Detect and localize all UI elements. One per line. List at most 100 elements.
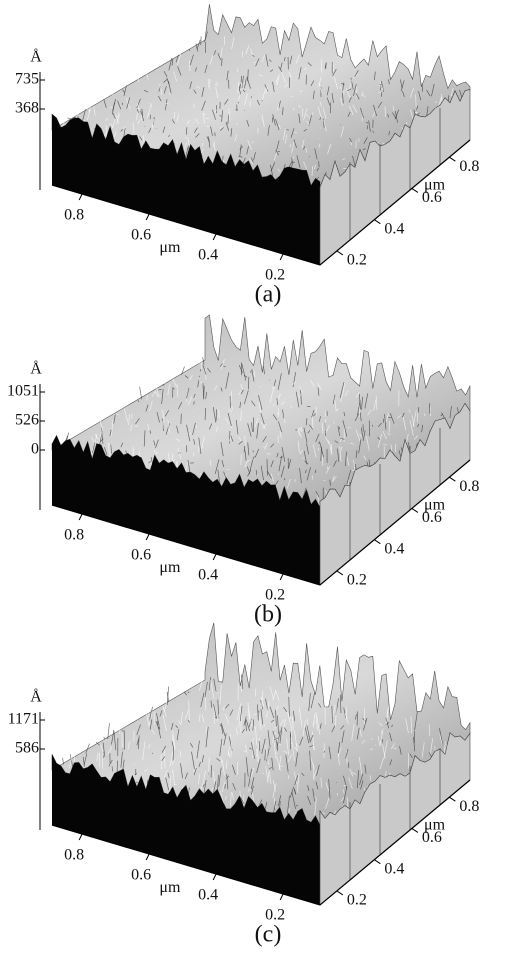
surface-texture (279, 719, 285, 726)
surface-texture (279, 727, 283, 744)
surface-texture (351, 772, 357, 775)
surface-texture (162, 384, 165, 386)
surface-texture (289, 144, 292, 148)
surface-texture (312, 731, 315, 750)
surface-texture (234, 134, 238, 142)
surface-texture (163, 698, 169, 712)
surface-texture (154, 391, 159, 398)
surface-texture (307, 62, 312, 67)
afm-panel: Å 1171 586 0.8 0.6 0.4 0.2 μm 0.2 0.4 0.6 0.8 μm (c) (8, 622, 479, 948)
surface-texture (220, 47, 223, 58)
surface-texture (374, 71, 376, 81)
x-tick (145, 853, 150, 861)
surface-texture (136, 103, 140, 110)
surface-texture (431, 83, 435, 97)
surface-texture (88, 104, 92, 113)
surface-texture (347, 88, 352, 92)
surface-texture (155, 721, 160, 730)
surface-texture (261, 738, 266, 754)
surface-texture (417, 407, 420, 413)
surface-texture (269, 770, 272, 785)
surface-texture (309, 755, 315, 770)
surface-texture (355, 714, 357, 720)
surface-texture (318, 416, 321, 422)
surface-texture (151, 729, 155, 735)
surface-texture (188, 700, 190, 721)
surface-texture (204, 695, 207, 711)
surface-texture (196, 740, 200, 759)
surface-texture (414, 711, 418, 731)
surface-texture (318, 77, 322, 87)
z-tick-label: 526 (15, 412, 39, 429)
surface-texture (262, 436, 267, 443)
surface-texture (379, 757, 385, 770)
surface-texture (331, 92, 334, 103)
surface-texture (96, 752, 99, 762)
surface-texture (205, 726, 209, 748)
surface-texture (337, 754, 340, 766)
surface-texture (303, 450, 308, 465)
surface-texture (100, 427, 104, 444)
surface-texture (253, 713, 258, 716)
surface-texture (337, 425, 341, 437)
surface-texture (392, 105, 395, 111)
surface-texture (210, 126, 213, 136)
surface-texture (238, 440, 243, 445)
surface-texture (163, 71, 168, 77)
surface-texture (105, 118, 109, 121)
surface-texture (250, 777, 255, 789)
surface-texture (221, 459, 225, 467)
surface-texture (304, 67, 307, 71)
surface-texture (238, 365, 243, 374)
surface-texture (244, 435, 247, 453)
surface-texture (83, 753, 88, 766)
surface-texture (328, 746, 332, 760)
surface-texture (303, 128, 308, 132)
surface-texture (390, 444, 392, 452)
surface-texture (414, 435, 419, 440)
surface-texture (113, 729, 117, 751)
surface-texture (261, 88, 267, 100)
surface-texture (378, 722, 383, 727)
surface-texture (198, 676, 204, 691)
side-face (319, 402, 471, 586)
surface-texture (145, 71, 149, 80)
surface-texture (329, 447, 333, 454)
surface-texture (328, 778, 331, 799)
surface-texture (101, 753, 104, 769)
surface-texture (227, 114, 230, 125)
surface-texture (286, 738, 290, 756)
surface-texture (283, 128, 286, 140)
surface-texture (272, 114, 276, 126)
surface-texture (324, 410, 327, 417)
surface-texture (225, 795, 227, 801)
surface-texture (402, 416, 407, 431)
surface-texture (394, 110, 398, 123)
surface-texture (168, 134, 170, 138)
surface-texture (212, 109, 216, 120)
surface-texture (165, 102, 170, 105)
surface-texture (192, 422, 196, 436)
surface-texture (284, 83, 289, 88)
surface-texture (145, 713, 150, 727)
surface-texture (144, 768, 148, 773)
surface-texture (194, 127, 198, 133)
surface-texture (177, 401, 183, 410)
surface-texture (355, 93, 360, 100)
surface-texture (108, 759, 113, 767)
surface-texture (221, 782, 226, 793)
surface-texture (230, 435, 234, 442)
surface-texture (342, 789, 345, 794)
surface-texture (238, 156, 243, 158)
surface-texture (335, 707, 337, 727)
surface-texture (440, 413, 443, 417)
surface-texture (193, 767, 197, 776)
surface-texture (248, 768, 252, 787)
surface-texture (149, 430, 152, 434)
surface-texture (272, 732, 276, 743)
surface-texture (266, 701, 270, 718)
surface-texture (228, 108, 231, 121)
y-tick (336, 250, 344, 256)
surface-texture (187, 719, 190, 723)
